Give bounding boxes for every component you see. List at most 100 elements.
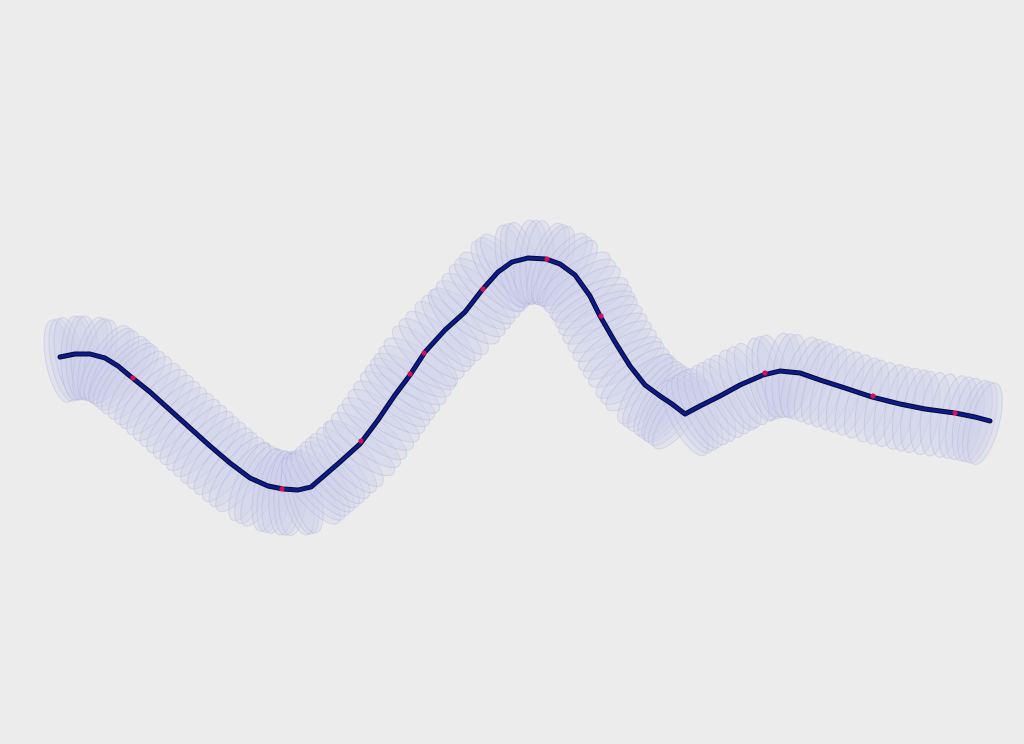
tube-segment: [637, 366, 691, 439]
marker-point: [870, 393, 876, 399]
tube-segment: [825, 351, 865, 433]
tube-segment: [900, 369, 934, 454]
tube-segment: [945, 376, 979, 461]
tube-segment: [295, 445, 355, 513]
tube-segment: [261, 450, 295, 534]
tube-segment: [854, 359, 890, 443]
tube-segment: [251, 448, 285, 532]
tube-segment: [676, 371, 724, 449]
tube-segment: [215, 441, 272, 513]
tube-segment: [322, 420, 384, 488]
tube-segment: [43, 319, 77, 403]
tube-segment: [726, 346, 770, 426]
tube-segment: [661, 379, 709, 457]
backbone-trace: [57, 255, 993, 493]
tube-segment: [967, 382, 1003, 465]
tube-segment: [962, 381, 998, 464]
tube-segment: [683, 368, 730, 446]
tube-segment: [172, 410, 234, 478]
tube-segment: [290, 449, 351, 517]
tube-segment: [863, 361, 899, 445]
tube-segment: [201, 431, 259, 503]
tube-segment: [273, 450, 303, 536]
tube-segment: [139, 380, 201, 448]
tube-segment: [278, 451, 308, 537]
tube-segment: [929, 373, 961, 458]
tube-segment: [702, 358, 751, 435]
tube-segment: [883, 366, 917, 450]
tube-segment: [652, 379, 710, 450]
tube-segment: [101, 345, 159, 415]
tube-segment: [633, 363, 687, 437]
tube-segment: [180, 416, 240, 484]
marker-point: [598, 313, 604, 319]
tube-segment: [809, 345, 848, 428]
tube-segment: [268, 450, 298, 536]
tube-segment: [146, 386, 208, 454]
tube-segment: [305, 436, 365, 504]
tube-segment: [733, 342, 777, 422]
tube-segment: [159, 398, 221, 466]
tube-segment: [132, 374, 194, 442]
marker-point: [762, 370, 768, 376]
tube-segment: [793, 341, 833, 423]
tube-segment: [817, 348, 856, 431]
tube-segment: [186, 421, 247, 490]
marker-point: [952, 410, 958, 416]
tube-segment: [281, 457, 341, 525]
tube-segment: [96, 342, 156, 411]
tube-segment: [208, 436, 265, 508]
tube-segment: [166, 404, 228, 472]
tube-segment: [316, 426, 378, 494]
tube-segment: [309, 432, 371, 500]
tube-segment: [300, 441, 360, 509]
tube-segment: [834, 354, 874, 436]
tube-segment: [919, 372, 951, 457]
marker-point: [421, 350, 427, 356]
tube-segment: [909, 370, 941, 456]
tube-segment: [951, 377, 985, 462]
tube-segment: [627, 360, 683, 432]
tube-segment: [289, 450, 324, 534]
tube-segment: [152, 392, 214, 460]
tube-segment: [647, 376, 705, 447]
tube-segment: [641, 369, 695, 442]
marker-point: [358, 438, 364, 444]
tube-segment: [107, 350, 166, 420]
marker-point: [279, 486, 285, 492]
marker-point: [480, 286, 486, 292]
tube-segment: [285, 451, 320, 535]
marker-points: [130, 256, 958, 492]
tube-segment: [843, 357, 883, 439]
tube-segment: [48, 318, 82, 402]
tube-segment: [622, 357, 678, 429]
tube-segment: [873, 364, 909, 448]
tube-segment: [938, 375, 972, 459]
backbone-line: [58, 256, 992, 492]
tube-segment: [709, 354, 758, 431]
marker-point: [544, 256, 550, 262]
tube-segment: [114, 356, 173, 426]
tube-segment: [801, 343, 839, 425]
tube-segment: [193, 427, 254, 496]
tube-segment: [234, 445, 278, 524]
tube-segment: [256, 449, 290, 533]
tube-segment: [240, 448, 284, 527]
tube-segment: [671, 374, 719, 451]
tube-segment: [285, 453, 346, 521]
tube-segment: [405, 310, 472, 372]
tube-segment: [228, 442, 272, 522]
tube-segment: [666, 377, 714, 454]
tube-segment: [280, 452, 316, 536]
tube-segment: [690, 364, 737, 442]
tube-segment: [957, 379, 993, 463]
marker-point: [130, 375, 136, 381]
tube-segment: [891, 367, 925, 452]
tube-segment: [695, 362, 745, 438]
tube-segment: [126, 368, 188, 436]
marker-point: [407, 371, 413, 377]
tube-segment: [427, 288, 489, 356]
